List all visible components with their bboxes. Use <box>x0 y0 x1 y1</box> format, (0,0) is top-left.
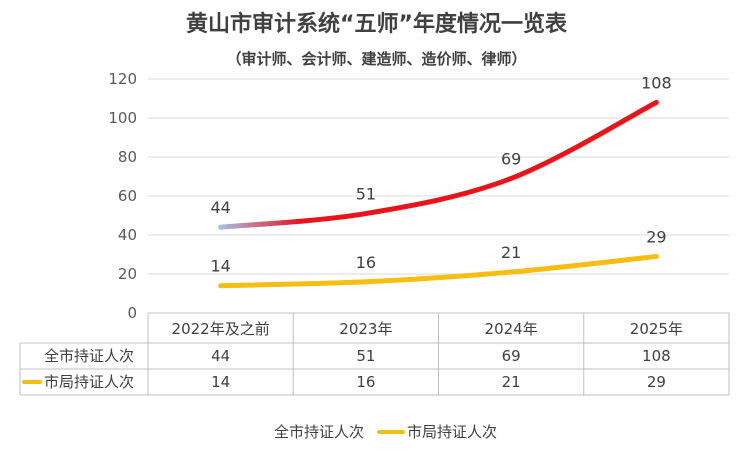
data-label: 108 <box>641 73 672 92</box>
table-cell-value: 69 <box>502 347 521 365</box>
x-category-label: 2025年 <box>630 320 683 338</box>
x-category-label: 2023年 <box>339 320 392 338</box>
table-series-name: 市局持证人次 <box>44 373 134 391</box>
table-cell-value: 14 <box>211 373 230 391</box>
y-tick-label: 80 <box>118 148 137 166</box>
data-label: 29 <box>646 227 666 246</box>
table-cell-value: 29 <box>647 373 666 391</box>
series-line-2 <box>218 253 659 289</box>
x-category-label: 2022年及之前 <box>172 320 270 338</box>
y-tick-label: 20 <box>118 265 137 283</box>
data-label: 16 <box>356 253 376 272</box>
chart-subtitle: （审计师、会计师、建造师、造价师、律师） <box>226 50 527 68</box>
y-tick-label: 60 <box>118 187 137 205</box>
y-tick-label: 120 <box>108 70 137 88</box>
data-label: 21 <box>501 243 521 262</box>
table-cell-value: 21 <box>502 373 521 391</box>
table-cell-value: 44 <box>211 347 230 365</box>
series-line-1 <box>218 99 659 230</box>
data-label: 69 <box>501 149 521 168</box>
table-cell-value: 16 <box>356 373 375 391</box>
y-tick-label: 100 <box>108 109 137 127</box>
table-series-name: 全市持证人次 <box>44 347 134 365</box>
data-label: 44 <box>210 198 230 217</box>
legend-label: 市局持证人次 <box>407 423 497 441</box>
table-cell-value: 51 <box>356 347 375 365</box>
y-tick-label: 40 <box>118 226 137 244</box>
x-category-label: 2024年 <box>485 320 538 338</box>
data-label: 51 <box>356 185 376 204</box>
legend-label: 全市持证人次 <box>274 423 364 441</box>
chart-title: 黄山市审计系统“五师”年度情况一览表 <box>186 12 567 37</box>
y-tick-label: 0 <box>127 304 137 322</box>
table-cell-value: 108 <box>642 347 671 365</box>
data-label: 14 <box>210 257 230 276</box>
